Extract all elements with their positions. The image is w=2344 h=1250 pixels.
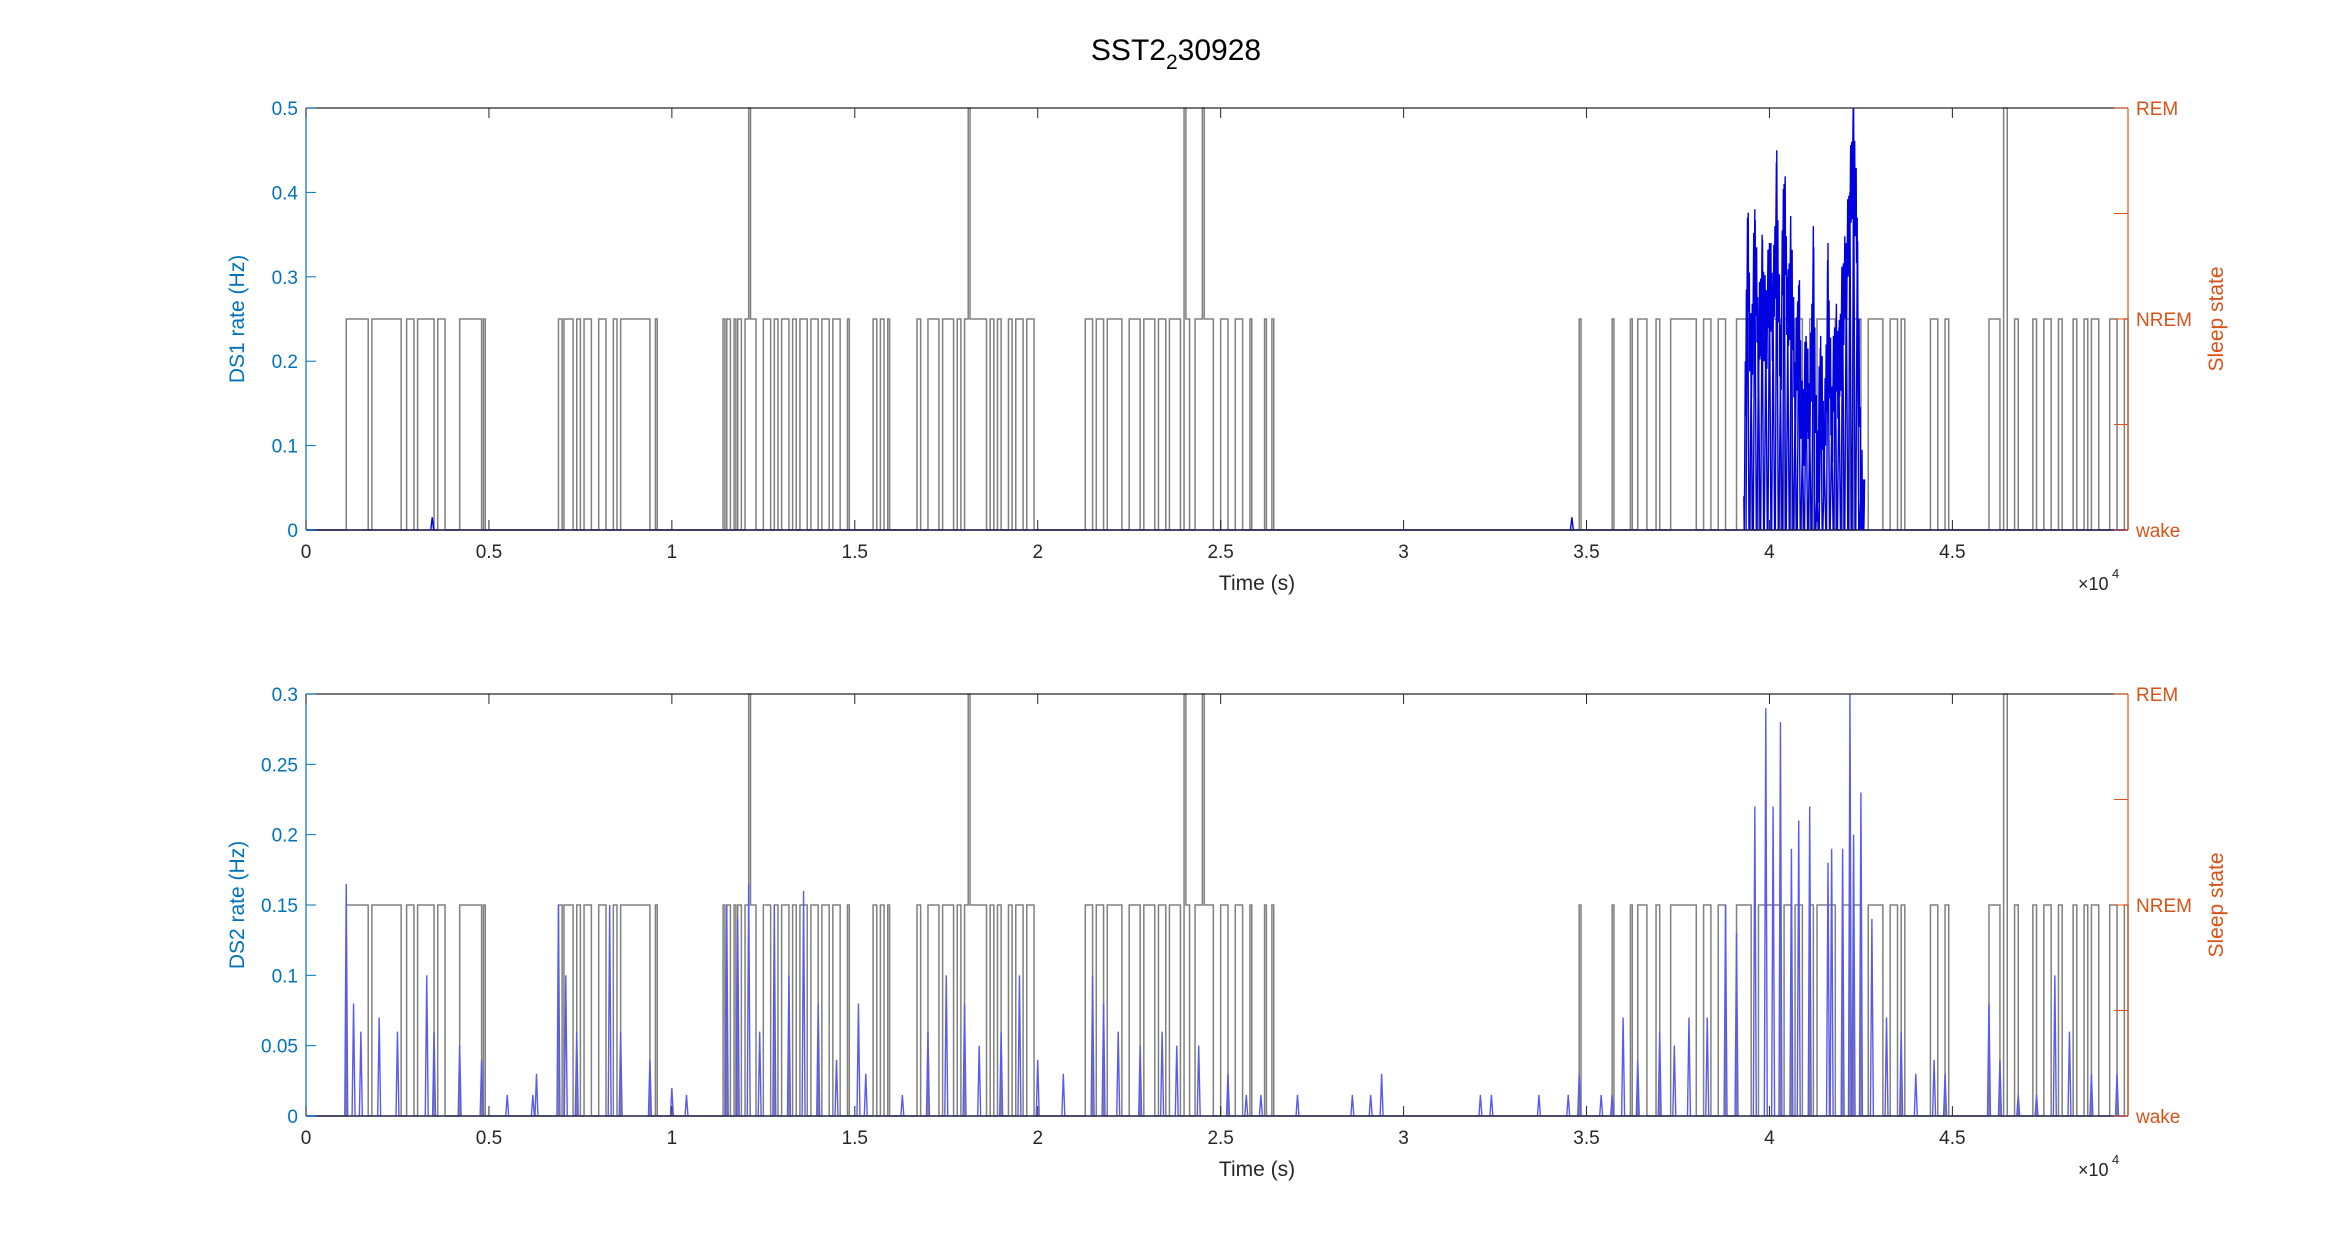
ds2-x-tick-label: 0.5 [476,1128,502,1149]
ds2-y-tick-label: 0.1 [272,966,298,987]
ds2-right-tick-label: REM [2136,685,2178,706]
ds1-x-tick-label: 1.5 [842,542,868,563]
ds1-x-tick-label: 0 [301,542,312,563]
ds1-x-multiplier-exp: 4 [2112,566,2119,581]
ds2-y-tick-label: 0.3 [272,685,298,706]
ds2-x-tick-label: 4.5 [1939,1128,1965,1149]
ds2-y-tick-label: 0.05 [261,1037,298,1058]
ds2-y-tick-label: 0.15 [261,896,298,917]
ds1-y-tick-label: 0.4 [272,183,299,204]
ds2-y-tick-label: 0.25 [261,755,298,776]
ds2-x-tick-label: 2 [1032,1128,1043,1149]
ds1-y-tick-label: 0.5 [272,99,298,120]
figure-title-base: SST2 [1091,34,1166,67]
ds1-x-tick-label: 1 [667,542,678,563]
ds1-x-tick-label: 3 [1398,542,1409,563]
ds1-y-tick-label: 0.3 [272,268,298,289]
ds2-right-tick-label: NREM [2136,896,2192,917]
ds1-x-tick-label: 2.5 [1207,542,1233,563]
ds2-x-tick-label: 4 [1764,1128,1775,1149]
ds2-x-tick-label: 1.5 [842,1128,868,1149]
ds1-x-tick-label: 4 [1764,542,1775,563]
ds1-y-tick-label: 0.1 [272,437,298,458]
ds2-right-tick-label: wake [2135,1107,2180,1128]
ds2-y-axis-label: DS2 rate (Hz) [226,841,249,969]
ds1-x-tick-label: 2 [1032,542,1043,563]
ds1-right-tick-label: wake [2135,521,2180,542]
ds1-x-axis-label: Time (s) [1219,572,1295,595]
ds2-x-tick-label: 3.5 [1573,1128,1599,1149]
ds1-y-axis-label: DS1 rate (Hz) [226,255,249,383]
ds2-x-tick-label: 3 [1398,1128,1409,1149]
ds1-right-tick-label: REM [2136,99,2178,120]
ds1-y-tick-label: 0.2 [272,352,298,373]
ds2-x-tick-label: 2.5 [1207,1128,1233,1149]
ds2-x-multiplier-exp: 4 [2112,1152,2119,1167]
ds2-y-tick-label: 0 [287,1107,298,1128]
ds2-x-axis-label: Time (s) [1219,1158,1295,1181]
ds1-x-tick-label: 3.5 [1573,542,1599,563]
ds1-rate-trace [306,107,2128,531]
ds1-x-tick-label: 0.5 [476,542,502,563]
ds2-x-multiplier: ×10 [2078,1160,2109,1180]
ds1-right-axis-label: Sleep state [2205,266,2228,371]
ds1-right-tick-label: NREM [2136,310,2192,331]
figure-title: SST2230928 [1091,34,1261,74]
ds1-x-tick-label: 4.5 [1939,542,1965,563]
ds2-x-tick-label: 0 [301,1128,312,1149]
ds2-x-tick-label: 1 [667,1128,678,1149]
ds1-x-multiplier: ×10 [2078,574,2109,594]
ds2-right-axis-label: Sleep state [2205,852,2228,957]
figure-title-sub: 2 [1166,51,1178,74]
figure-title-rest: 30928 [1178,34,1261,67]
ds2-rate-trace [306,693,2128,1117]
ds2-y-tick-label: 0.2 [272,826,298,847]
ds1-y-tick-label: 0 [287,521,298,542]
